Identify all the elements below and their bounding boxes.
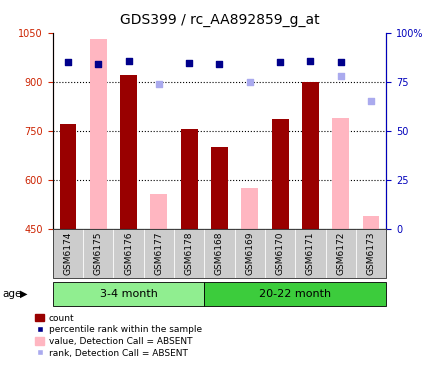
Text: GSM6177: GSM6177: [154, 232, 163, 275]
Text: GDS399 / rc_AA892859_g_at: GDS399 / rc_AA892859_g_at: [120, 13, 318, 27]
Point: [306, 59, 313, 64]
Legend: count, percentile rank within the sample, value, Detection Call = ABSENT, rank, : count, percentile rank within the sample…: [35, 314, 201, 358]
Text: GSM6175: GSM6175: [93, 232, 102, 275]
Text: GSM6170: GSM6170: [275, 232, 284, 275]
Bar: [180, 129, 197, 229]
Text: GSM6169: GSM6169: [245, 232, 254, 275]
Text: ▶: ▶: [20, 289, 28, 299]
Text: age: age: [2, 289, 21, 299]
Point: [276, 59, 283, 65]
Point: [215, 61, 223, 67]
Bar: [60, 124, 76, 229]
Text: GSM6173: GSM6173: [366, 232, 375, 275]
Point: [64, 59, 71, 65]
Bar: [211, 147, 227, 229]
Text: GSM6168: GSM6168: [215, 232, 223, 275]
Bar: [271, 119, 288, 229]
Text: GSM6174: GSM6174: [63, 232, 72, 275]
Bar: [150, 194, 167, 229]
Text: 3-4 month: 3-4 month: [99, 289, 157, 299]
Point: [155, 81, 162, 86]
Bar: [301, 82, 318, 229]
Text: GSM6172: GSM6172: [336, 232, 345, 275]
Text: GSM6178: GSM6178: [184, 232, 193, 275]
Bar: [362, 216, 378, 229]
Text: GSM6171: GSM6171: [305, 232, 314, 275]
Bar: [241, 188, 258, 229]
Bar: [332, 118, 348, 229]
Bar: [90, 40, 106, 229]
Point: [336, 59, 343, 65]
Bar: [120, 75, 137, 229]
Point: [246, 79, 253, 85]
Point: [95, 61, 102, 67]
Text: GSM6176: GSM6176: [124, 232, 133, 275]
Point: [367, 98, 374, 104]
Text: 20-22 month: 20-22 month: [259, 289, 331, 299]
Point: [185, 60, 192, 66]
Point: [125, 59, 132, 64]
Point: [336, 73, 343, 79]
